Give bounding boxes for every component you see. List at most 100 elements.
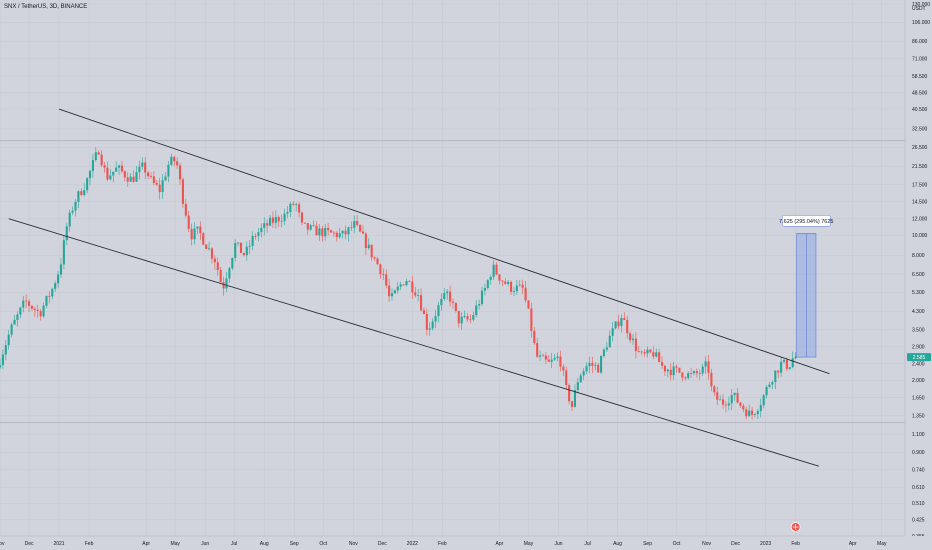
candle-body [161, 180, 164, 193]
candle-body [402, 284, 405, 286]
candle-body [675, 366, 678, 368]
candle-body [48, 295, 51, 297]
time-tick-label: Aug [613, 541, 622, 547]
candle-body [692, 371, 696, 374]
time-axis[interactable]: Nov Dec 2021 Feb Apr May Jun Jul Aug Sep Oct Nov Dec… [0, 535, 932, 550]
candle-body [765, 386, 768, 396]
candle-body [205, 244, 208, 249]
candle-body [620, 317, 623, 327]
candle-body [30, 305, 33, 309]
candle-body [713, 386, 716, 393]
candle-body [460, 316, 463, 324]
candle-body [68, 212, 71, 227]
candle-body [141, 162, 144, 167]
candle-body [129, 176, 132, 182]
candle-body [289, 203, 292, 213]
candle-body [4, 345, 7, 355]
candle-body [173, 156, 176, 162]
price-tick-label: 130.000 [912, 2, 930, 8]
candle-body [527, 300, 530, 309]
time-tick-label: Oct [673, 541, 681, 547]
candle-body [376, 258, 379, 265]
candle-body [42, 305, 45, 317]
candle-body [672, 366, 675, 376]
measure-tool[interactable]: 7.625 (295.04%) 7625 [779, 215, 833, 358]
candle-body [524, 287, 527, 301]
candle-body [234, 243, 237, 258]
candle-body [428, 328, 431, 330]
channel-line-upper [58, 108, 830, 375]
candle-body [530, 308, 533, 331]
candle-body [257, 232, 260, 237]
candle-body [600, 355, 603, 373]
price-tick-label: 4.300 [912, 309, 925, 315]
candle-body [83, 190, 86, 195]
candle-body [33, 308, 36, 311]
candle-body [730, 395, 733, 404]
channel-lines[interactable] [8, 108, 830, 467]
candle-body [419, 295, 423, 311]
price-tick-label: 106.000 [912, 20, 930, 26]
price-tick-label: 1.650 [912, 395, 925, 401]
candle-body [565, 370, 568, 386]
candle-body [103, 165, 106, 168]
candle-body [152, 176, 155, 183]
candle-body [463, 316, 466, 317]
time-tick-label: Dec [25, 541, 34, 547]
candle-body [36, 310, 39, 312]
time-tick-label: Feb [85, 541, 94, 547]
candle-body [634, 338, 637, 351]
candle-body [495, 264, 498, 275]
candle-body [449, 291, 452, 302]
candle-body [19, 307, 22, 315]
candle-body [367, 244, 370, 249]
price-tick-label: 32.500 [912, 127, 928, 133]
candle-body [158, 184, 161, 193]
candle-body [184, 203, 187, 216]
candle-body [251, 235, 254, 246]
candle-body [518, 284, 521, 286]
candle-body [556, 356, 559, 358]
candle-body [727, 403, 730, 406]
candle-body [724, 404, 727, 406]
candle-body [341, 230, 344, 234]
candle-body [86, 178, 89, 191]
candle-body [611, 328, 614, 336]
candle-body [655, 352, 658, 357]
candle-body [716, 392, 719, 400]
candle-body [399, 284, 402, 287]
price-tick-label: 10.000 [912, 233, 928, 239]
candle-body [57, 274, 60, 284]
time-tick-label: Apr [849, 541, 857, 547]
candle-body [541, 355, 545, 357]
candle-body [475, 305, 478, 316]
candle-body [443, 293, 446, 299]
candle-body [274, 217, 277, 223]
event-flag-icon[interactable] [790, 522, 801, 532]
candle-body [597, 364, 600, 373]
candle-body [602, 349, 606, 356]
price-tick-label: 1.100 [912, 432, 925, 438]
candle-body [753, 414, 757, 415]
candle-body [472, 315, 475, 320]
candle-body [576, 382, 579, 391]
candle-body [167, 164, 170, 177]
candle-body [617, 321, 620, 327]
candle-body [353, 221, 356, 228]
candle-body [745, 409, 748, 417]
candle-body [356, 221, 359, 226]
candle-body [521, 284, 524, 288]
candle-body [295, 204, 298, 206]
price-tick-label: 17.500 [912, 183, 928, 189]
candle-body [510, 281, 513, 292]
candle-body [213, 258, 216, 263]
candle-body [640, 351, 643, 353]
candle-body [269, 217, 272, 226]
candle-body [266, 223, 269, 226]
candle-body [329, 230, 333, 233]
candle-body [478, 304, 481, 306]
candle-body [219, 269, 222, 283]
